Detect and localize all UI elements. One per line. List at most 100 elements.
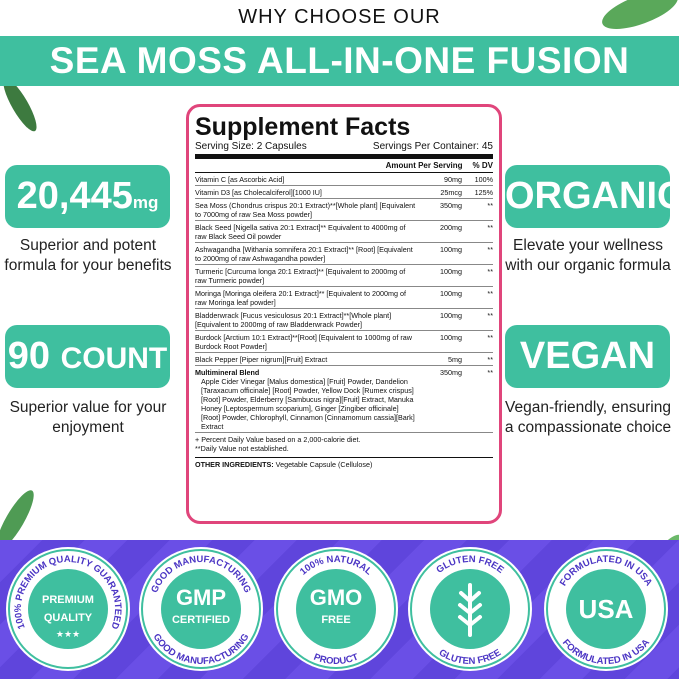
amount: 25mcg <box>440 187 462 197</box>
facts-rows: Vitamin C [as Ascorbic Acid] 90mg 100% Vita… <box>195 173 493 433</box>
feature-unit: mg <box>132 193 159 212</box>
facts-row: Sea Moss (Chondrus crispus 20:1 Extract)… <box>195 199 493 221</box>
facts-row: Moringa [Moringa oleifera 20:1 Extract]*… <box>195 287 493 309</box>
daily-value: ** <box>487 367 493 377</box>
ingredient: Turmeric [Curcuma longa 20:1 Extract]** … <box>195 267 417 285</box>
other-ingredients: OTHER INGREDIENTS: Vegetable Capsule (Ce… <box>195 457 493 469</box>
ingredient-name: Black Seed [Nigella sativa 20:1 Extract]… <box>195 222 406 241</box>
badge-inner <box>566 569 646 649</box>
badge-ring <box>8 549 128 669</box>
facts-row: Black Pepper [Piper nigrum][Fruit] Extra… <box>195 353 493 366</box>
badge-ring <box>141 549 261 669</box>
ingredient-detail: Apple Cider Vinegar [Malus domestica] [F… <box>201 376 415 431</box>
ingredient-name: Black Pepper [Piper nigrum][Fruit] Extra… <box>195 354 328 364</box>
ingredient-name: Multimineral Blend <box>195 367 260 377</box>
ingredient: Burdock [Arctium 10:1 Extract]**[Root] [… <box>195 333 417 351</box>
feature-text: Superior and potent formula for your ben… <box>4 237 172 274</box>
facts-row: Burdock [Arctium 10:1 Extract]**[Root] [… <box>195 331 493 353</box>
badge-center-text: CERTIFIED <box>172 614 230 626</box>
amount: 100mg <box>440 288 462 298</box>
ingredient-name: Moringa [Moringa oleifera 20:1 Extract]*… <box>195 288 406 307</box>
daily-value: ** <box>487 332 493 342</box>
daily-value: 125% <box>474 187 493 197</box>
facts-row: Ashwagandha [Withania somnifera 20:1 Ext… <box>195 243 493 265</box>
amount: 90mg <box>444 174 462 184</box>
amount: 100mg <box>440 244 462 254</box>
daily-value: ** <box>487 310 493 320</box>
badge-inner <box>161 569 241 649</box>
column-head: % DV <box>472 161 493 170</box>
ingredient: Black Pepper [Piper nigrum][Fruit] Extra… <box>195 355 417 364</box>
ingredient-name: Ashwagandha [Withania somnifera 20:1 Ext… <box>195 244 413 263</box>
daily-value: ** <box>487 354 493 364</box>
ingredient: Vitamin C [as Ascorbic Acid] <box>195 175 417 184</box>
feature-box: 90 COUNT <box>5 325 170 388</box>
other-label: OTHER INGREDIENTS: <box>195 460 274 469</box>
daily-value: ** <box>487 266 493 276</box>
title: SEA MOSS ALL-IN-ONE FUSION <box>49 40 630 81</box>
badge-ring-bottom: PRODUCT <box>312 652 360 667</box>
feature-text: Vegan-friendly, ensuring a compassionate… <box>504 399 672 436</box>
badge-ring <box>410 549 530 669</box>
feature-box: 20,445mg <box>5 165 170 228</box>
badge-center-text: FREE <box>321 614 350 626</box>
amount: 350mg <box>440 367 462 377</box>
ingredient-name: Vitamin C [as Ascorbic Acid] <box>195 174 285 184</box>
footnote: + Percent Daily Value based on a 2,000-c… <box>195 435 361 444</box>
facts-row: Bladderwrack [Fucus vesiculosus 20:1 Ext… <box>195 309 493 331</box>
facts-title: Supplement Facts <box>195 113 411 141</box>
badge: 100% PREMIUM QUALITY GUARANTEEDPREMIUMQU… <box>6 547 130 671</box>
facts-row: Multimineral Blend Apple Cider Vinegar [M… <box>195 366 493 433</box>
badge-center-text: GMP <box>176 585 226 610</box>
ingredient: Sea Moss (Chondrus crispus 20:1 Extract)… <box>195 201 417 219</box>
ingredient-name: Bladderwrack [Fucus vesiculosus 20:1 Ext… <box>195 310 392 329</box>
daily-value: ** <box>487 288 493 298</box>
badge-ring-text: PRODUCT <box>312 652 360 667</box>
badge-inner <box>28 569 108 649</box>
badge-center-text: PREMIUM <box>42 594 94 606</box>
feature-value: VEGAN <box>519 335 656 377</box>
ingredient: Moringa [Moringa oleifera 20:1 Extract]*… <box>195 289 417 307</box>
badge-center-text: QUALITY <box>44 612 93 624</box>
ingredient: Ashwagandha [Withania somnifera 20:1 Ext… <box>195 245 417 263</box>
other-text: Vegetable Capsule (Cellulose) <box>275 460 373 469</box>
ingredient-name: Burdock [Arctium 10:1 Extract]**[Root] [… <box>195 332 412 351</box>
ingredient: Bladderwrack [Fucus vesiculosus 20:1 Ext… <box>195 311 417 329</box>
facts-row: Black Seed [Nigella sativa 20:1 Extract]… <box>195 221 493 243</box>
feature-value: 90 <box>7 335 51 377</box>
ingredient: Black Seed [Nigella sativa 20:1 Extract]… <box>195 223 417 241</box>
amount: 200mg <box>440 222 462 232</box>
feature-value: ORGANIC <box>505 175 679 217</box>
amount: 100mg <box>440 310 462 320</box>
amount: 100mg <box>440 332 462 342</box>
facts-header: Amount Per Serving % DV <box>195 159 493 173</box>
feature-text: Superior value for your enjoyment <box>9 399 167 436</box>
badge-inner <box>296 569 376 649</box>
amount: 100mg <box>440 266 462 276</box>
facts-row: Turmeric [Curcuma longa 20:1 Extract]** … <box>195 265 493 287</box>
daily-value: 100% <box>474 174 493 184</box>
daily-value: ** <box>487 222 493 232</box>
ingredient-name: Turmeric [Curcuma longa 20:1 Extract]** … <box>195 266 406 285</box>
servings: Servings Per Container: 45 <box>372 141 493 152</box>
badges: 100% PREMIUM QUALITY GUARANTEEDPREMIUMQU… <box>6 547 668 671</box>
serving-size: Serving Size: 2 Capsules <box>195 141 307 152</box>
ingredient: Vitamin D3 [as Cholecalciferol][1000 IU] <box>195 188 417 197</box>
daily-value: ** <box>487 200 493 210</box>
feature-box: ORGANIC <box>505 165 679 228</box>
badge-center-text: USA <box>579 594 634 624</box>
badge-ring <box>546 549 666 669</box>
serving-info: Serving Size: 2 Capsules Servings Per Con… <box>195 141 493 159</box>
amount: 5mg <box>448 354 462 364</box>
facts-row: Vitamin D3 [as Cholecalciferol][1000 IU]… <box>195 186 493 199</box>
ingredient-name: Vitamin D3 [as Cholecalciferol][1000 IU] <box>195 187 322 197</box>
feature-value: 20,445 <box>16 175 133 217</box>
footnote: **Daily Value not established. <box>195 444 289 453</box>
daily-value: ** <box>487 244 493 254</box>
wheat-icon <box>458 583 482 637</box>
badge-ring <box>276 549 396 669</box>
